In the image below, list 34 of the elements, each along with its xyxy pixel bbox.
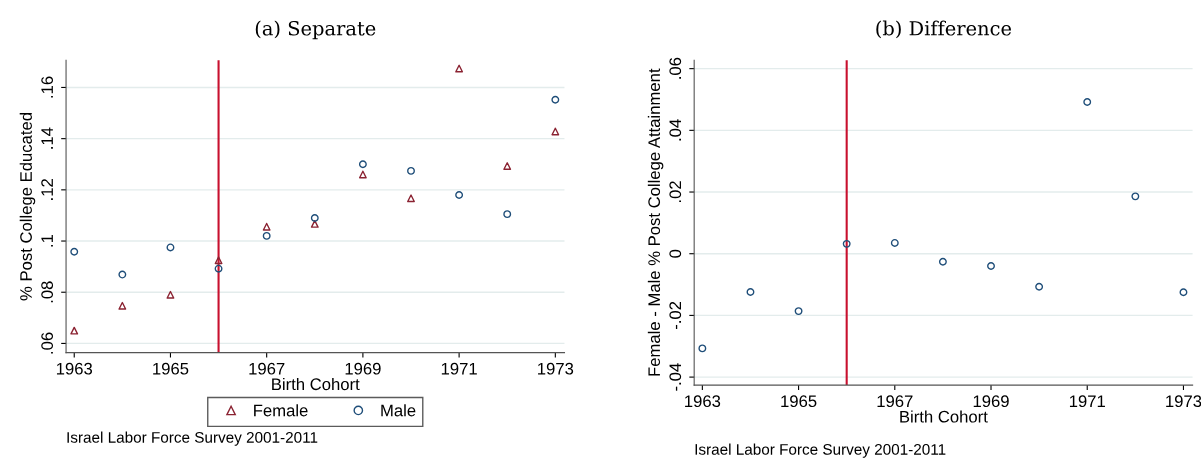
y-tick-label: .06 xyxy=(669,57,682,79)
x-tick-label: 1963 xyxy=(56,362,93,375)
x-tick-label: 1967 xyxy=(877,395,913,408)
legend-label: Male xyxy=(381,404,416,417)
x-tick-label: 1967 xyxy=(249,362,285,375)
y-tick-label: .02 xyxy=(669,181,682,203)
x-tick-label: 1963 xyxy=(685,395,721,408)
y-tick-label: .12 xyxy=(41,179,53,200)
legend-label: Female xyxy=(254,404,308,417)
y-tick-label: -.04 xyxy=(669,363,682,391)
x-tick-label: 1973 xyxy=(1166,395,1201,408)
chart-title: (b) Difference xyxy=(876,20,1012,39)
text: Israel Labor Force Survey 2001-2011 xyxy=(695,443,946,458)
x-tick-label: 1971 xyxy=(441,362,477,375)
x-tick-label: 1969 xyxy=(345,362,381,375)
y-axis-title: Female - Male % Post College Attainment xyxy=(647,68,664,376)
y-tick-label: .1 xyxy=(41,234,53,247)
y-tick-label: .06 xyxy=(41,332,54,354)
x-tick-label: 1971 xyxy=(1069,395,1105,408)
y-tick-label: -.02 xyxy=(669,301,682,330)
chart-title: (a) Separate xyxy=(255,20,376,40)
y-tick-label: .14 xyxy=(41,127,53,149)
text: Israel Labor Force Survey 2001-2011 xyxy=(67,431,318,446)
x-tick-label: 1965 xyxy=(153,362,189,375)
x-tick-label: 1965 xyxy=(781,395,817,408)
x-tick-label: 1969 xyxy=(973,395,1009,408)
x-axis-title: Birth Cohort xyxy=(272,377,360,391)
x-axis-title: Birth Cohort xyxy=(900,410,988,423)
y-tick-label: 0 xyxy=(669,249,682,258)
y-tick-label: .04 xyxy=(669,119,682,141)
x-tick-label: 1973 xyxy=(538,362,574,375)
y-axis-title: % Post College Educated xyxy=(19,113,36,301)
y-tick-label: .08 xyxy=(41,281,54,303)
y-tick-label: .16 xyxy=(41,76,54,98)
